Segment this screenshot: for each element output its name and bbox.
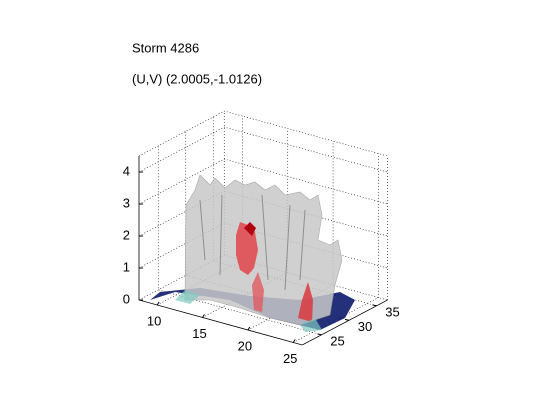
y-tick [372, 304, 377, 307]
x-tick-label: 20 [238, 338, 252, 353]
z-tick-label: 4 [123, 163, 130, 178]
x-tick-label: 10 [147, 313, 161, 328]
red-core [244, 222, 256, 236]
z-tick-label: 2 [123, 227, 130, 242]
x-tick-label: 25 [283, 351, 297, 366]
cyan-isosurface [175, 290, 322, 332]
chart-subtitle: (U,V) (2.0005,-1.0126) [132, 71, 262, 86]
y-tick [344, 318, 350, 321]
grid-line [293, 153, 379, 343]
grid-line [138, 158, 388, 205]
isosurfaces [150, 174, 355, 332]
x-tick-label: 15 [192, 326, 206, 341]
z-tick-label: 3 [123, 195, 130, 210]
z-tick-label: 1 [123, 259, 130, 274]
y-tick-label: 25 [330, 333, 344, 348]
x-tick [202, 314, 205, 318]
chart-title: Storm 4286 [132, 40, 199, 55]
y-tick-label: 30 [358, 319, 372, 334]
grid-line [138, 126, 388, 173]
z-tick-label: 0 [123, 291, 130, 306]
y-tick [317, 333, 322, 336]
red-isosurface [236, 222, 258, 275]
x-tick [247, 326, 251, 331]
x-tick [292, 339, 296, 343]
red-isosurface [298, 282, 313, 322]
axis-line [138, 156, 388, 346]
red-isosurface [252, 272, 264, 312]
surface-shading [199, 194, 306, 291]
y-tick-label: 35 [385, 304, 399, 319]
x-tick [156, 301, 160, 306]
